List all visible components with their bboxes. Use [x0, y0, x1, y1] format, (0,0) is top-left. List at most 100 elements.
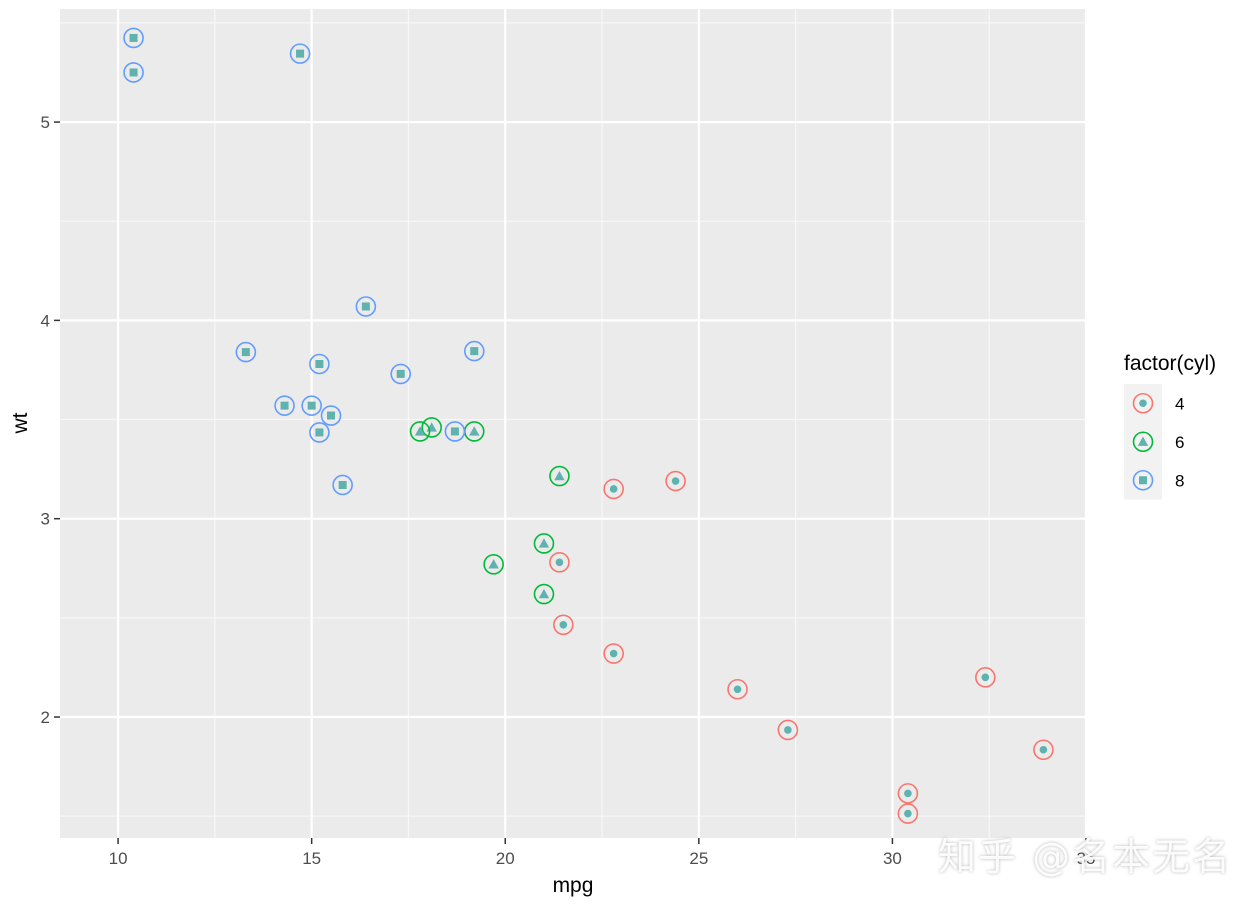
watermark: 知乎 @名本无名: [938, 835, 1233, 879]
point-circle: [609, 649, 618, 658]
point-ring: [123, 27, 144, 49]
point-ring: [727, 678, 748, 700]
point-triangle: [538, 538, 550, 548]
y-axis-title: wt: [9, 412, 32, 434]
point-square: [327, 411, 336, 420]
point-ring: [777, 719, 799, 741]
point-square: [396, 369, 405, 378]
point-circle: [1039, 745, 1048, 754]
y-tick-label: 5: [41, 113, 50, 132]
point-cyl-8: [390, 363, 412, 385]
point-ring: [1132, 392, 1154, 414]
point-ring: [289, 43, 311, 64]
point-ring: [533, 533, 555, 554]
point-square: [307, 401, 316, 410]
point-ring: [483, 554, 504, 575]
point-cyl-8: [332, 474, 353, 496]
point-ring: [549, 552, 570, 573]
data-points: [123, 27, 1054, 824]
point-cyl-6: [549, 465, 570, 487]
point-cyl-8: [463, 340, 485, 362]
point-square: [361, 302, 370, 311]
point-square: [241, 348, 250, 357]
point-triangle: [414, 426, 426, 436]
point-ring: [665, 470, 686, 492]
plot-panel: [60, 9, 1086, 838]
point-square: [280, 401, 289, 410]
point-triangle: [1137, 436, 1149, 446]
x-tick-label: 25: [689, 849, 708, 868]
legend-label-8: 8: [1175, 471, 1184, 490]
point-ring: [320, 405, 342, 426]
legend-label-6: 6: [1175, 433, 1184, 452]
x-axis: 10 15 20 25 30 35: [109, 838, 1095, 868]
point-cyl-6: [483, 554, 504, 575]
point-ring: [603, 478, 624, 500]
point-circle: [981, 673, 990, 682]
point-ring: [274, 395, 295, 416]
point-cyl-8: [320, 405, 342, 426]
point-ring: [463, 340, 485, 362]
point-ring: [409, 421, 431, 442]
y-axis: 2 3 4 5: [41, 113, 60, 727]
x-tick-label: 30: [883, 849, 902, 868]
point-cyl-4: [727, 678, 748, 700]
legend-key-6: [1132, 431, 1154, 453]
point-circle: [733, 685, 742, 694]
x-tick-label: 10: [109, 849, 128, 868]
point-cyl-8: [123, 62, 144, 83]
point-ring: [1033, 739, 1054, 761]
point-square: [129, 33, 138, 42]
point-cyl-4: [897, 783, 919, 804]
point-ring: [897, 783, 919, 804]
point-ring: [549, 465, 570, 487]
y-tick-label: 2: [41, 708, 50, 727]
point-square: [1139, 476, 1147, 485]
point-cyl-8: [309, 422, 330, 443]
point-ring: [309, 353, 330, 375]
point-cyl-4: [975, 667, 996, 688]
point-cyl-8: [355, 296, 377, 317]
legend-key-8: [1132, 469, 1154, 491]
point-cyl-6: [533, 533, 555, 554]
point-cyl-6: [409, 421, 431, 442]
point-cyl-4: [603, 478, 624, 500]
point-ring: [1132, 469, 1154, 491]
point-ring: [235, 341, 257, 363]
legend-label-4: 4: [1175, 394, 1184, 413]
point-square: [296, 49, 305, 58]
point-ring: [309, 422, 330, 443]
y-tick-label: 4: [41, 311, 50, 330]
grid-minor: [60, 9, 1086, 838]
point-triangle: [469, 426, 480, 436]
point-triangle: [538, 588, 550, 599]
point-square: [129, 68, 138, 77]
x-axis-title: mpg: [553, 874, 594, 897]
point-circle: [904, 809, 912, 818]
point-cyl-4: [603, 643, 624, 664]
point-circle: [784, 726, 792, 734]
point-circle: [671, 477, 680, 485]
y-tick-label: 3: [41, 510, 50, 529]
point-cyl-4: [553, 614, 574, 636]
point-cyl-4: [665, 470, 686, 492]
point-ring: [332, 474, 353, 496]
grid-major: [60, 9, 1088, 838]
point-cyl-8: [235, 341, 257, 363]
point-cyl-8: [301, 395, 322, 416]
legend: factor(cyl) 4 6 8: [1124, 352, 1216, 500]
x-tick-label: 15: [302, 849, 321, 868]
point-ring: [897, 803, 919, 824]
point-square: [470, 347, 479, 356]
point-cyl-8: [123, 27, 144, 49]
point-cyl-4: [897, 803, 919, 824]
point-ring: [390, 363, 412, 385]
point-ring: [975, 667, 996, 688]
point-ring: [603, 643, 624, 664]
point-circle: [609, 485, 618, 493]
point-ring: [553, 614, 574, 636]
point-cyl-8: [274, 395, 295, 416]
point-ring: [533, 583, 555, 605]
point-cyl-8: [289, 43, 311, 64]
